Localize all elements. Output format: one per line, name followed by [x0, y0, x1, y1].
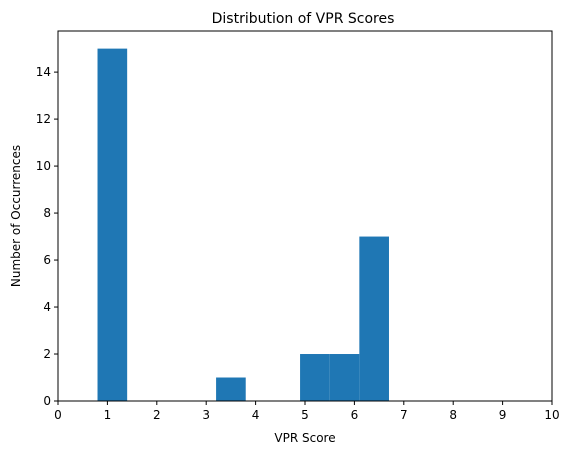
- y-tick-label-1: 2: [43, 347, 51, 361]
- y-tick-label-4: 8: [43, 206, 51, 220]
- histogram-bar-0: [97, 48, 128, 401]
- x-tick-label-8: 8: [449, 408, 457, 422]
- y-axis-label: Number of Occurrences: [9, 145, 23, 287]
- x-tick-label-7: 7: [400, 408, 408, 422]
- y-tick-label-5: 10: [36, 159, 51, 173]
- bars-layer: [97, 48, 389, 401]
- plot-area-frame: [57, 30, 553, 402]
- x-tick-label-5: 5: [301, 408, 309, 422]
- x-tick-label-0: 0: [54, 408, 62, 422]
- x-axis-ticks: 0 1 2 3 4 5 6 7 8 9 10: [54, 401, 560, 422]
- y-axis-ticks: 0 2 4 6 8 10 12 14: [36, 65, 58, 408]
- histogram-bar-3: [329, 354, 360, 401]
- x-tick-label-2: 2: [153, 408, 161, 422]
- histogram-bar-2: [300, 354, 330, 401]
- y-tick-label-3: 6: [43, 253, 51, 267]
- x-tick-label-3: 3: [202, 408, 210, 422]
- x-tick-label-9: 9: [499, 408, 507, 422]
- x-tick-label-6: 6: [351, 408, 359, 422]
- x-tick-label-1: 1: [104, 408, 112, 422]
- y-tick-label-7: 14: [36, 65, 51, 79]
- chart-title: Distribution of VPR Scores: [212, 11, 395, 27]
- x-tick-label-10: 10: [544, 408, 559, 422]
- x-tick-label-4: 4: [252, 408, 260, 422]
- x-axis-label: VPR Score: [274, 431, 335, 445]
- y-tick-label-0: 0: [43, 394, 51, 408]
- histogram-bar-1: [216, 377, 246, 401]
- y-tick-label-6: 12: [36, 112, 51, 126]
- y-tick-label-2: 4: [43, 300, 51, 314]
- histogram-bar-4: [359, 236, 389, 401]
